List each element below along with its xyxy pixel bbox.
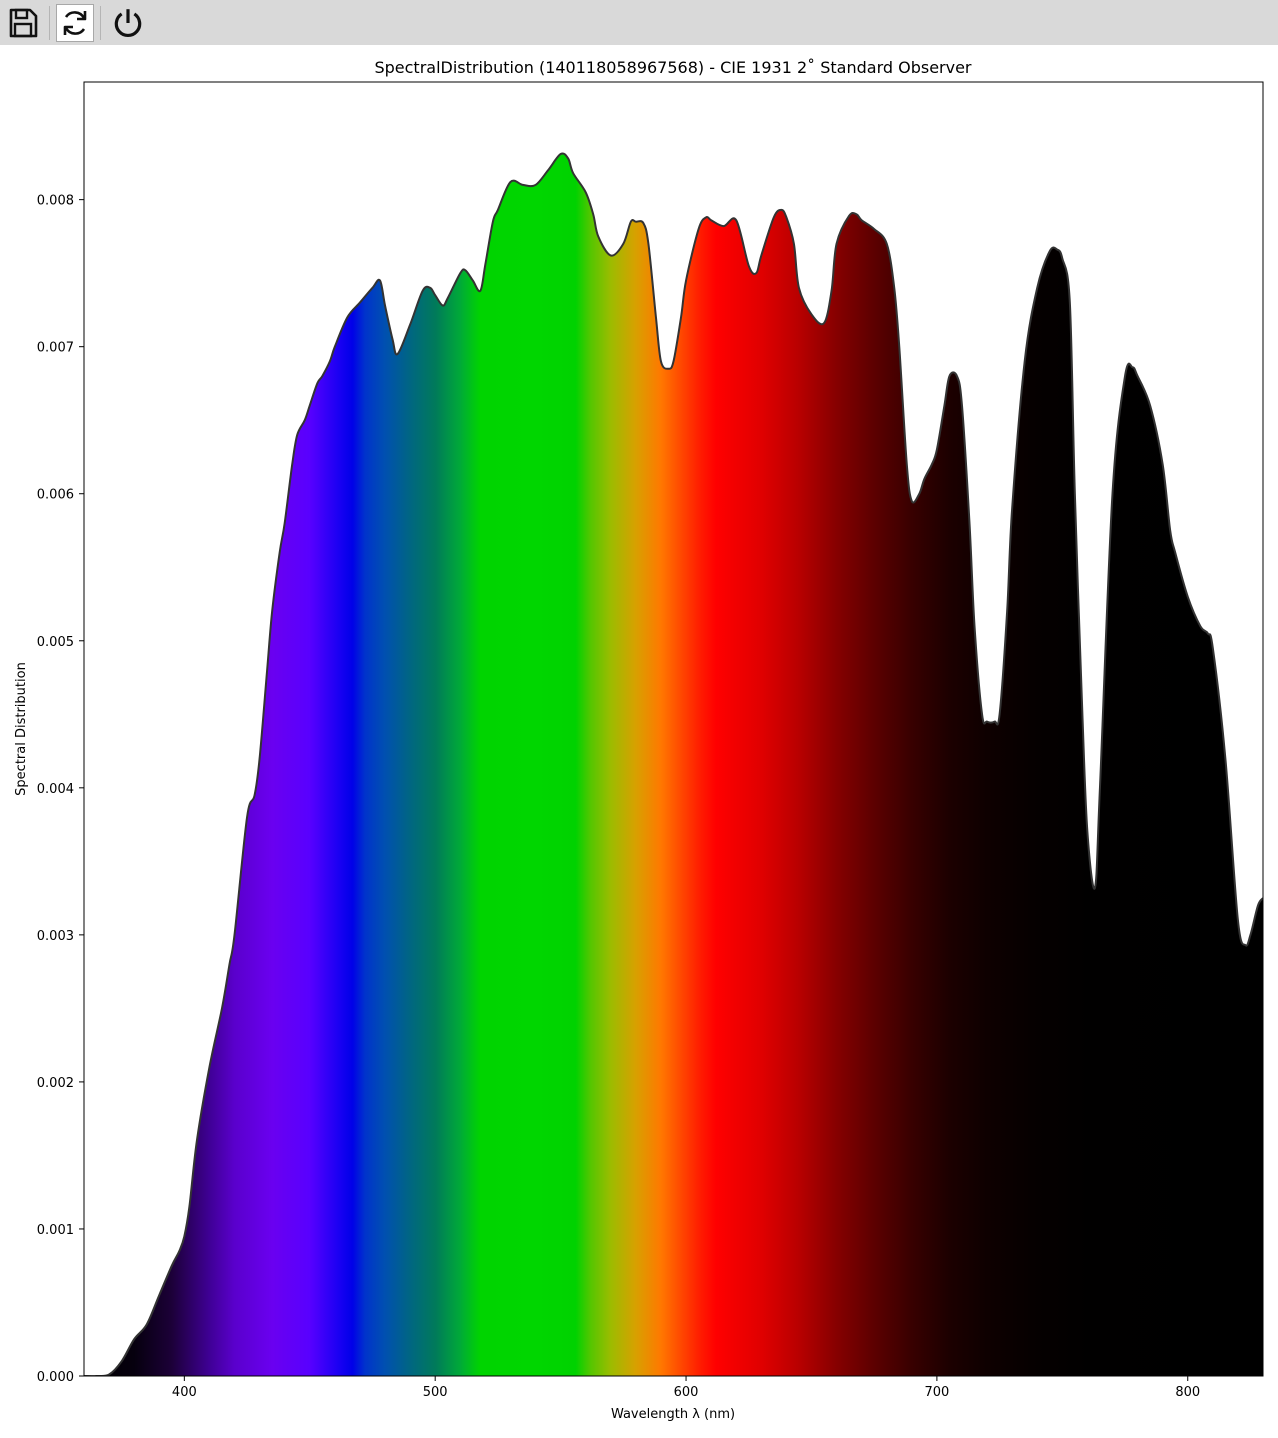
plot-frame <box>83 81 1264 1377</box>
x-axis: 400 500 600 700 800 <box>172 1376 1200 1400</box>
refresh-button[interactable] <box>56 4 94 42</box>
y-tick-label: 0.005 <box>37 635 74 650</box>
save-icon <box>9 8 38 38</box>
power-button[interactable] <box>109 4 147 42</box>
y-axis: 0.000 0.001 0.002 0.003 0.004 0.005 0.006 0.007… <box>37 194 84 1385</box>
y-tick-label: 0.006 <box>37 488 74 503</box>
toolbar <box>0 0 1278 45</box>
y-tick-label: 0.008 <box>37 194 74 209</box>
x-tick-label: 800 <box>1175 1385 1200 1400</box>
refresh-icon <box>63 11 87 35</box>
x-axis-label: Wavelength λ (nm) <box>611 1407 735 1422</box>
y-tick-label: 0.001 <box>37 1223 74 1238</box>
spectral-chart: SpectralDistribution (140118058967568) -… <box>14 58 1264 1422</box>
toolbar-separator <box>49 6 50 40</box>
power-icon <box>114 9 142 38</box>
x-tick-label: 500 <box>423 1385 448 1400</box>
y-axis-label: Spectral Distribution <box>14 662 29 796</box>
y-tick-label: 0.002 <box>37 1076 74 1091</box>
chart-title: SpectralDistribution (140118058967568) -… <box>374 58 971 77</box>
y-tick-label: 0.003 <box>37 929 74 944</box>
y-tick-label: 0.004 <box>37 782 74 797</box>
y-tick-label: 0.000 <box>37 1370 74 1385</box>
x-tick-label: 700 <box>924 1385 949 1400</box>
spectrum-fill <box>84 153 1263 1376</box>
y-tick-label: 0.007 <box>37 341 74 356</box>
spectral-curve <box>84 152 1263 1376</box>
toolbar-separator <box>100 6 101 40</box>
x-tick-label: 600 <box>674 1385 699 1400</box>
save-button[interactable] <box>4 4 42 42</box>
x-tick-label: 400 <box>172 1385 197 1400</box>
